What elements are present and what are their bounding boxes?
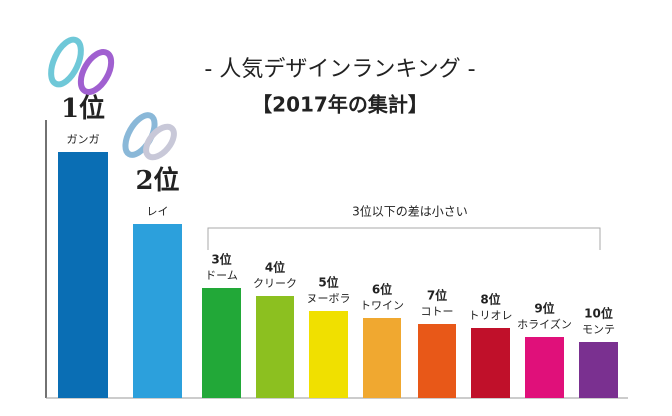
rank-label: 2位 [135,165,179,196]
ring-decoration [48,36,177,161]
category-label: ドーム [205,269,238,282]
rank-label: 5位 [318,275,338,290]
rank-label: 3位 [211,252,231,267]
bar [471,328,510,398]
rank-label: 10位 [584,306,613,321]
rank-label: 6位 [372,282,392,297]
category-label: モンテ [582,323,615,336]
chart-title: - 人気デザインランキング - [204,57,475,82]
bar [202,288,241,398]
bracket [207,227,601,250]
category-label: コトー [421,305,454,318]
bar [363,318,401,398]
category-label: ガンガ [67,133,100,146]
bar [579,342,618,398]
category-label: トリオレ [469,309,513,322]
rank-label: 1位 [61,93,105,124]
category-label: トワイン [360,299,404,312]
category-label: ホライズン [517,317,572,331]
rank-label: 7位 [427,288,447,303]
bar [58,152,108,398]
bar [309,311,348,398]
bar [525,337,564,398]
bar [418,324,456,398]
annotation: 3位以下の差は小さい [352,204,468,219]
category-label: ヌーボラ [307,292,351,305]
category-label: クリーク [253,277,297,290]
category-label: レイ [147,205,169,218]
bar [256,296,294,398]
rank-label: 4位 [265,260,285,275]
chart-subtitle: 【2017年の集計】 [252,93,428,117]
rank-label: 8位 [480,292,500,307]
bar [133,224,182,398]
rank-label: 9位 [534,301,554,316]
